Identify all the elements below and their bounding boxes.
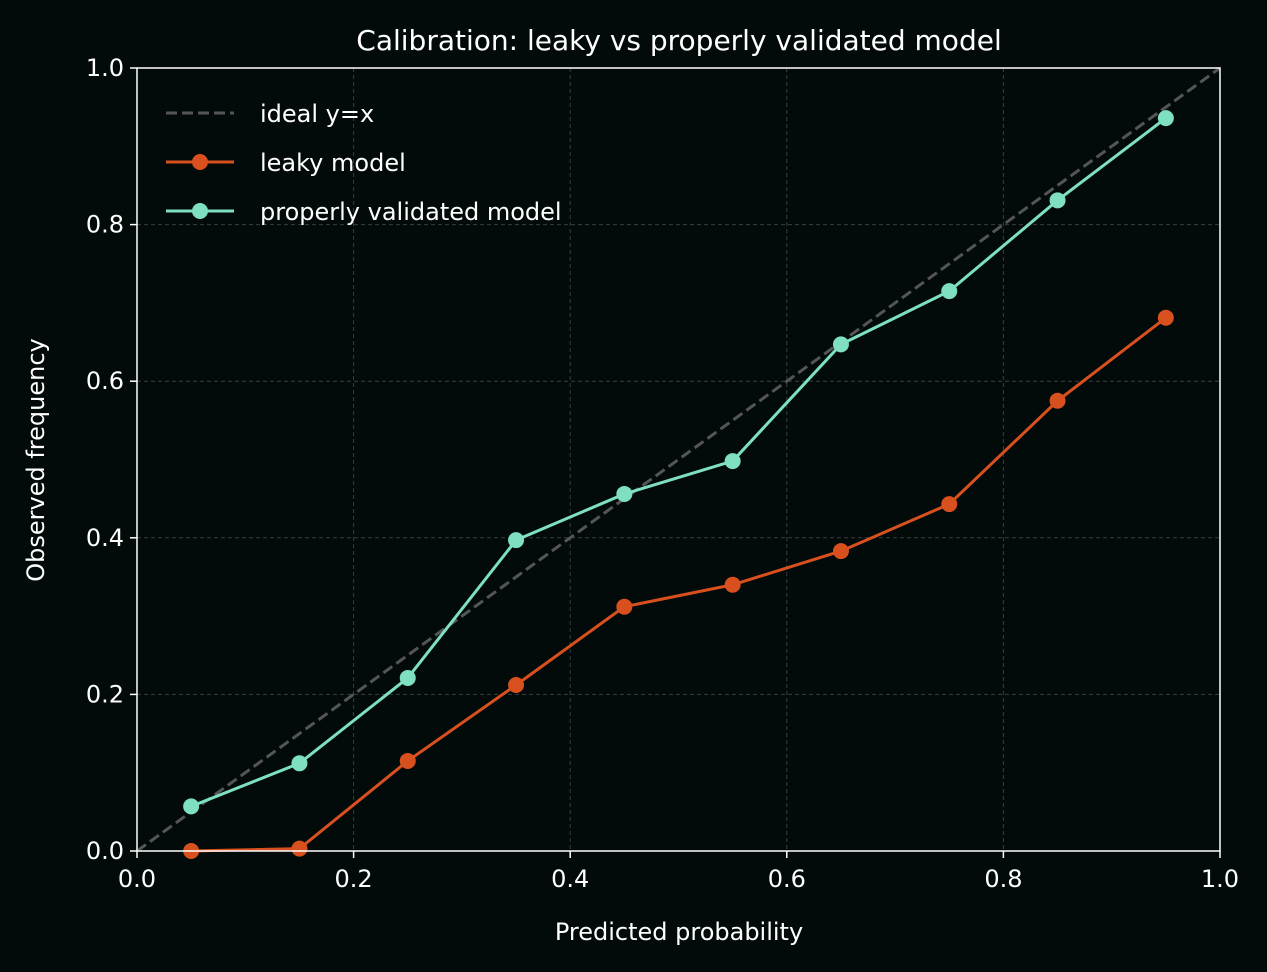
y-tick-label: 0.4: [86, 524, 124, 552]
plot-frame: [136, 67, 1221, 852]
legend-marker: [192, 203, 208, 219]
data-point: [616, 485, 633, 502]
legend-label: leaky model: [260, 149, 406, 177]
ideal-reference-line: [136, 66, 1221, 853]
legend-label: ideal y=x: [260, 100, 374, 128]
data-point: [399, 752, 416, 769]
data-point: [724, 453, 741, 470]
x-tick-label: 0.2: [335, 865, 373, 893]
y-axis-label: Observed frequency: [22, 338, 50, 581]
data-point: [291, 840, 308, 857]
x-axis-label: Predicted probability: [555, 918, 803, 946]
x-tick-label: 1.0: [1201, 865, 1239, 893]
data-point: [1049, 392, 1066, 409]
data-point: [399, 669, 416, 686]
data-point: [832, 336, 849, 353]
legend-marker: [192, 154, 208, 170]
data-point: [291, 755, 308, 772]
legend: ideal y=x leaky model properly validated m…: [166, 100, 562, 226]
data-point: [941, 283, 958, 300]
data-point: [616, 598, 633, 615]
y-tick-label: 0.8: [86, 211, 124, 239]
y-tick-label: 0.0: [86, 837, 124, 865]
data-point: [832, 543, 849, 560]
series-line: [191, 316, 1167, 853]
x-tick-label: 0.6: [768, 865, 806, 893]
data-point: [724, 576, 741, 593]
y-tick-label: 0.2: [86, 680, 124, 708]
x-tick-label: 0.0: [118, 865, 156, 893]
series-line: [190, 116, 1167, 808]
chart-title: Calibration: leaky vs properly validated…: [356, 24, 1001, 57]
data-point: [508, 677, 525, 694]
x-tick-label: 0.8: [984, 865, 1022, 893]
data-point: [941, 496, 958, 513]
legend-label: properly validated model: [260, 198, 562, 226]
data-point: [183, 798, 200, 815]
y-tick-label: 0.6: [86, 367, 124, 395]
series-1: [183, 110, 1174, 815]
data-point: [1049, 192, 1066, 209]
data-point: [1157, 309, 1174, 326]
x-tick-label: 0.4: [551, 865, 589, 893]
data-point: [1157, 110, 1174, 127]
data-point: [508, 532, 525, 549]
series-0: [183, 309, 1174, 859]
y-tick-label: 1.0: [86, 54, 124, 82]
